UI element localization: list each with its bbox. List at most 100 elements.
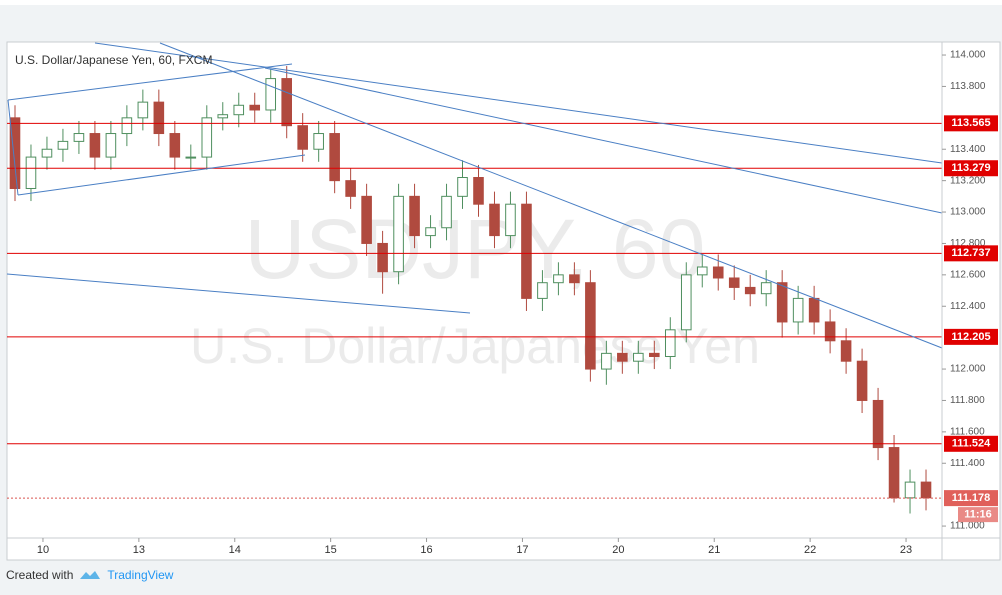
trend-line	[159, 42, 943, 349]
candle-body	[569, 274, 580, 284]
footer: Created with TradingView	[6, 568, 173, 582]
candle-body	[105, 133, 117, 158]
watermark: USDJPY, 60 U.S. Dollar/Japanese Yen	[190, 202, 760, 374]
x-tick-label: 14	[229, 544, 241, 556]
candle-body	[649, 352, 660, 357]
level-label: 112.737	[951, 247, 990, 259]
candle-body	[776, 282, 788, 323]
candle-body	[361, 195, 372, 244]
trend-line	[7, 63, 293, 101]
candle-body	[217, 114, 229, 119]
x-tick-label: 22	[804, 544, 816, 556]
candle-body	[137, 101, 149, 119]
candle-body	[664, 329, 676, 357]
candle-body	[25, 156, 37, 189]
chart-title: U.S. Dollar/Japanese Yen, 60, FXCM	[15, 53, 212, 67]
x-tick-label: 13	[133, 544, 145, 556]
candle-body	[712, 266, 724, 279]
last-price-label: 111.178	[952, 492, 991, 504]
brand-logo	[80, 571, 101, 579]
candle-body	[617, 352, 628, 362]
footer-text: Created with	[6, 568, 74, 582]
candle-body	[888, 447, 900, 499]
y-tick-label: 113.800	[950, 81, 986, 92]
trend-line	[17, 154, 306, 196]
candle-body	[121, 117, 133, 135]
trend-line	[7, 99, 19, 196]
countdown-box	[958, 507, 998, 523]
candle-body	[792, 297, 804, 323]
candle-body	[425, 227, 436, 237]
candle-body	[872, 399, 884, 449]
chart-frame	[6, 41, 1001, 561]
watermark-name: U.S. Dollar/Japanese Yen	[190, 318, 760, 374]
candle-body	[393, 195, 404, 273]
axes: 114.000 113.800 113.400 113.200 113.000 112.8…	[37, 50, 998, 556]
x-tick-label: 23	[900, 544, 912, 556]
y-tick-label: 112.000	[950, 364, 986, 375]
y-tick-label: 111.000	[950, 521, 985, 532]
y-tick-label: 113.000	[950, 207, 986, 218]
watermark-symbol: USDJPY, 60	[245, 202, 706, 296]
chart: USDJPY, 60 U.S. Dollar/Japanese Yen U.S.…	[0, 0, 1002, 561]
candle-body	[313, 133, 324, 150]
candle-body	[249, 104, 261, 111]
plot-area	[7, 66, 942, 514]
candle-body	[920, 481, 932, 499]
level-label: 113.565	[951, 117, 990, 129]
candle-body	[169, 133, 181, 158]
brand-link[interactable]: TradingView	[107, 568, 174, 582]
y-tick-label: 112.600	[950, 269, 986, 280]
candle-body	[489, 203, 500, 237]
level-label: 112.205	[951, 331, 990, 343]
level-label-box	[944, 160, 998, 177]
x-tick-label: 15	[325, 544, 337, 556]
candle-body	[633, 352, 644, 362]
candle-body	[281, 78, 292, 127]
y-tick-label: 111.800	[950, 395, 985, 406]
candle-body	[41, 148, 53, 158]
candle-body	[201, 117, 213, 158]
y-tick-label: 113.400	[950, 144, 986, 155]
trend-line	[94, 42, 943, 164]
candle-body	[185, 156, 197, 159]
y-tick-label: 112.400	[950, 301, 986, 312]
y-tick-label: 111.400	[950, 458, 985, 469]
x-tick-label: 17	[516, 544, 528, 556]
candle-body	[696, 266, 708, 276]
candle-body	[345, 180, 356, 197]
candle-body	[728, 277, 740, 288]
candle-body	[856, 360, 868, 401]
candle-body	[297, 125, 308, 150]
candle-body	[505, 203, 516, 237]
trend-line	[264, 67, 943, 214]
level-label-box	[944, 245, 998, 262]
x-tick-label: 16	[420, 544, 432, 556]
countdown-label: 11:16	[964, 509, 992, 521]
candle-body	[377, 242, 388, 273]
candle-body	[473, 177, 484, 205]
y-tick-label: 111.600	[950, 427, 985, 438]
candle-body	[73, 133, 85, 142]
top-strip	[0, 0, 1002, 5]
candle-body	[441, 195, 452, 229]
level-label-box	[944, 328, 998, 345]
candle-body	[553, 274, 564, 284]
candle-body	[457, 177, 468, 197]
candle-body	[89, 133, 101, 158]
y-tick-label: 114.000	[950, 50, 986, 61]
last-price-box	[944, 490, 998, 507]
candle-body	[57, 140, 69, 150]
candle-body	[744, 286, 756, 295]
candle-body	[9, 117, 21, 189]
candle-body	[808, 297, 820, 323]
candle-body	[680, 274, 692, 331]
trend-lines	[6, 42, 943, 349]
y-tick-label: 113.200	[950, 175, 986, 186]
candle-body	[760, 282, 772, 295]
candle-body	[329, 133, 340, 182]
y-tick-label: 112.800	[950, 238, 986, 249]
x-tick-label: 20	[612, 544, 624, 556]
level-label-box	[944, 435, 998, 452]
